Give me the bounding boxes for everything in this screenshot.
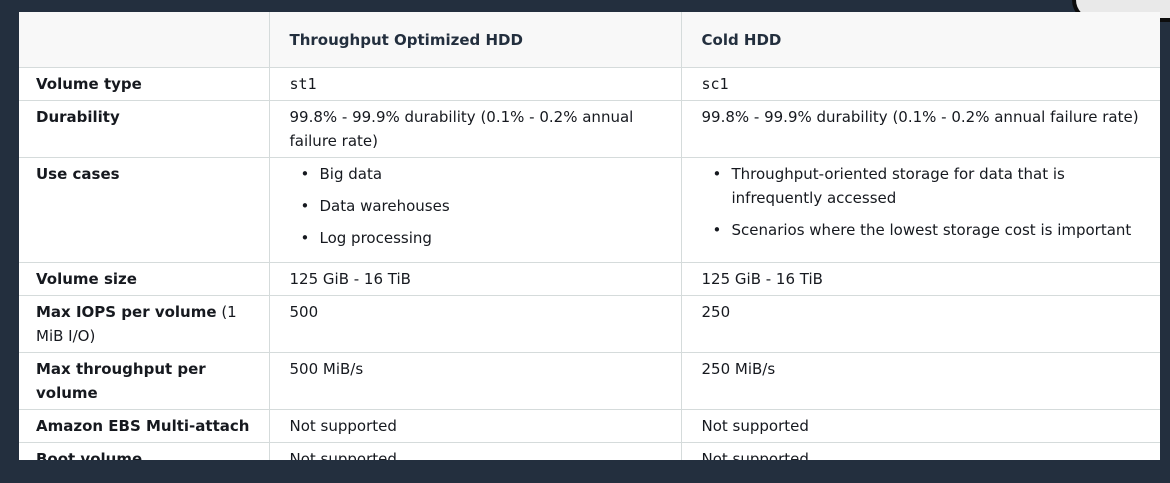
row-label-max-throughput: Max throughput per volume bbox=[19, 351, 270, 410]
row-label-max-iops-bold: Max IOPS per volume bbox=[36, 302, 217, 321]
st1-volume-size: 125 GiB - 16 TiB bbox=[268, 261, 682, 296]
sc1-boot-volume: Not supported bbox=[680, 441, 1160, 460]
table-row-multi-attach: Amazon EBS Multi-attach Not supported No… bbox=[19, 408, 1160, 443]
list-item: Scenarios where the lowest storage cost … bbox=[713, 218, 1151, 242]
sc1-use-cases: Throughput-oriented storage for data tha… bbox=[680, 156, 1160, 263]
row-label-max-iops-note: (1 MiB I/O) bbox=[36, 302, 237, 345]
table-header-row: Throughput Optimized HDD Cold HDD bbox=[19, 12, 1160, 68]
sc1-max-iops: 250 bbox=[680, 294, 1160, 353]
row-label-volume-type: Volume type bbox=[19, 66, 270, 101]
st1-use-case-list: Big data Data warehouses Log processing bbox=[290, 162, 671, 250]
header-cold-hdd: Cold HDD bbox=[680, 12, 1160, 68]
header-empty-cell bbox=[19, 12, 270, 68]
list-item: Data warehouses bbox=[301, 194, 671, 218]
comparison-table-container: Throughput Optimized HDD Cold HDD Volume… bbox=[19, 12, 1160, 460]
header-throughput-optimized-hdd: Throughput Optimized HDD bbox=[268, 12, 682, 68]
row-label-use-cases: Use cases bbox=[19, 156, 270, 263]
sc1-use-case-list: Throughput-oriented storage for data tha… bbox=[702, 162, 1151, 242]
sc1-multi-attach: Not supported bbox=[680, 408, 1160, 443]
sc1-volume-size: 125 GiB - 16 TiB bbox=[680, 261, 1160, 296]
st1-multi-attach: Not supported bbox=[268, 408, 682, 443]
table-row-max-iops: Max IOPS per volume (1 MiB I/O) 500 250 bbox=[19, 294, 1160, 353]
hdd-volume-comparison-table: Throughput Optimized HDD Cold HDD Volume… bbox=[19, 12, 1160, 460]
sc1-volume-type: sc1 bbox=[680, 66, 1160, 101]
list-item: Big data bbox=[301, 162, 671, 186]
row-label-volume-size: Volume size bbox=[19, 261, 270, 296]
table-row-boot-volume: Boot volume Not supported Not supported bbox=[19, 441, 1160, 460]
st1-volume-type: st1 bbox=[268, 66, 682, 101]
list-item: Log processing bbox=[301, 226, 671, 250]
st1-max-throughput: 500 MiB/s bbox=[268, 351, 682, 410]
st1-max-iops: 500 bbox=[268, 294, 682, 353]
table-row-use-cases: Use cases Big data Data warehouses Log p… bbox=[19, 156, 1160, 263]
table-row-durability: Durability 99.8% - 99.9% durability (0.1… bbox=[19, 99, 1160, 158]
st1-boot-volume: Not supported bbox=[268, 441, 682, 460]
list-item: Throughput-oriented storage for data tha… bbox=[713, 162, 1151, 210]
table-row-max-throughput: Max throughput per volume 500 MiB/s 250 … bbox=[19, 351, 1160, 410]
table-row-volume-size: Volume size 125 GiB - 16 TiB 125 GiB - 1… bbox=[19, 261, 1160, 296]
table-row-volume-type: Volume type st1 sc1 bbox=[19, 66, 1160, 101]
row-label-durability: Durability bbox=[19, 99, 270, 158]
st1-use-cases: Big data Data warehouses Log processing bbox=[268, 156, 682, 263]
sc1-max-throughput: 250 MiB/s bbox=[680, 351, 1160, 410]
row-label-boot-volume: Boot volume bbox=[19, 441, 270, 460]
row-label-multi-attach: Amazon EBS Multi-attach bbox=[19, 408, 270, 443]
sc1-durability: 99.8% - 99.9% durability (0.1% - 0.2% an… bbox=[680, 99, 1160, 158]
row-label-max-iops: Max IOPS per volume (1 MiB I/O) bbox=[19, 294, 270, 353]
st1-durability: 99.8% - 99.9% durability (0.1% - 0.2% an… bbox=[268, 99, 682, 158]
